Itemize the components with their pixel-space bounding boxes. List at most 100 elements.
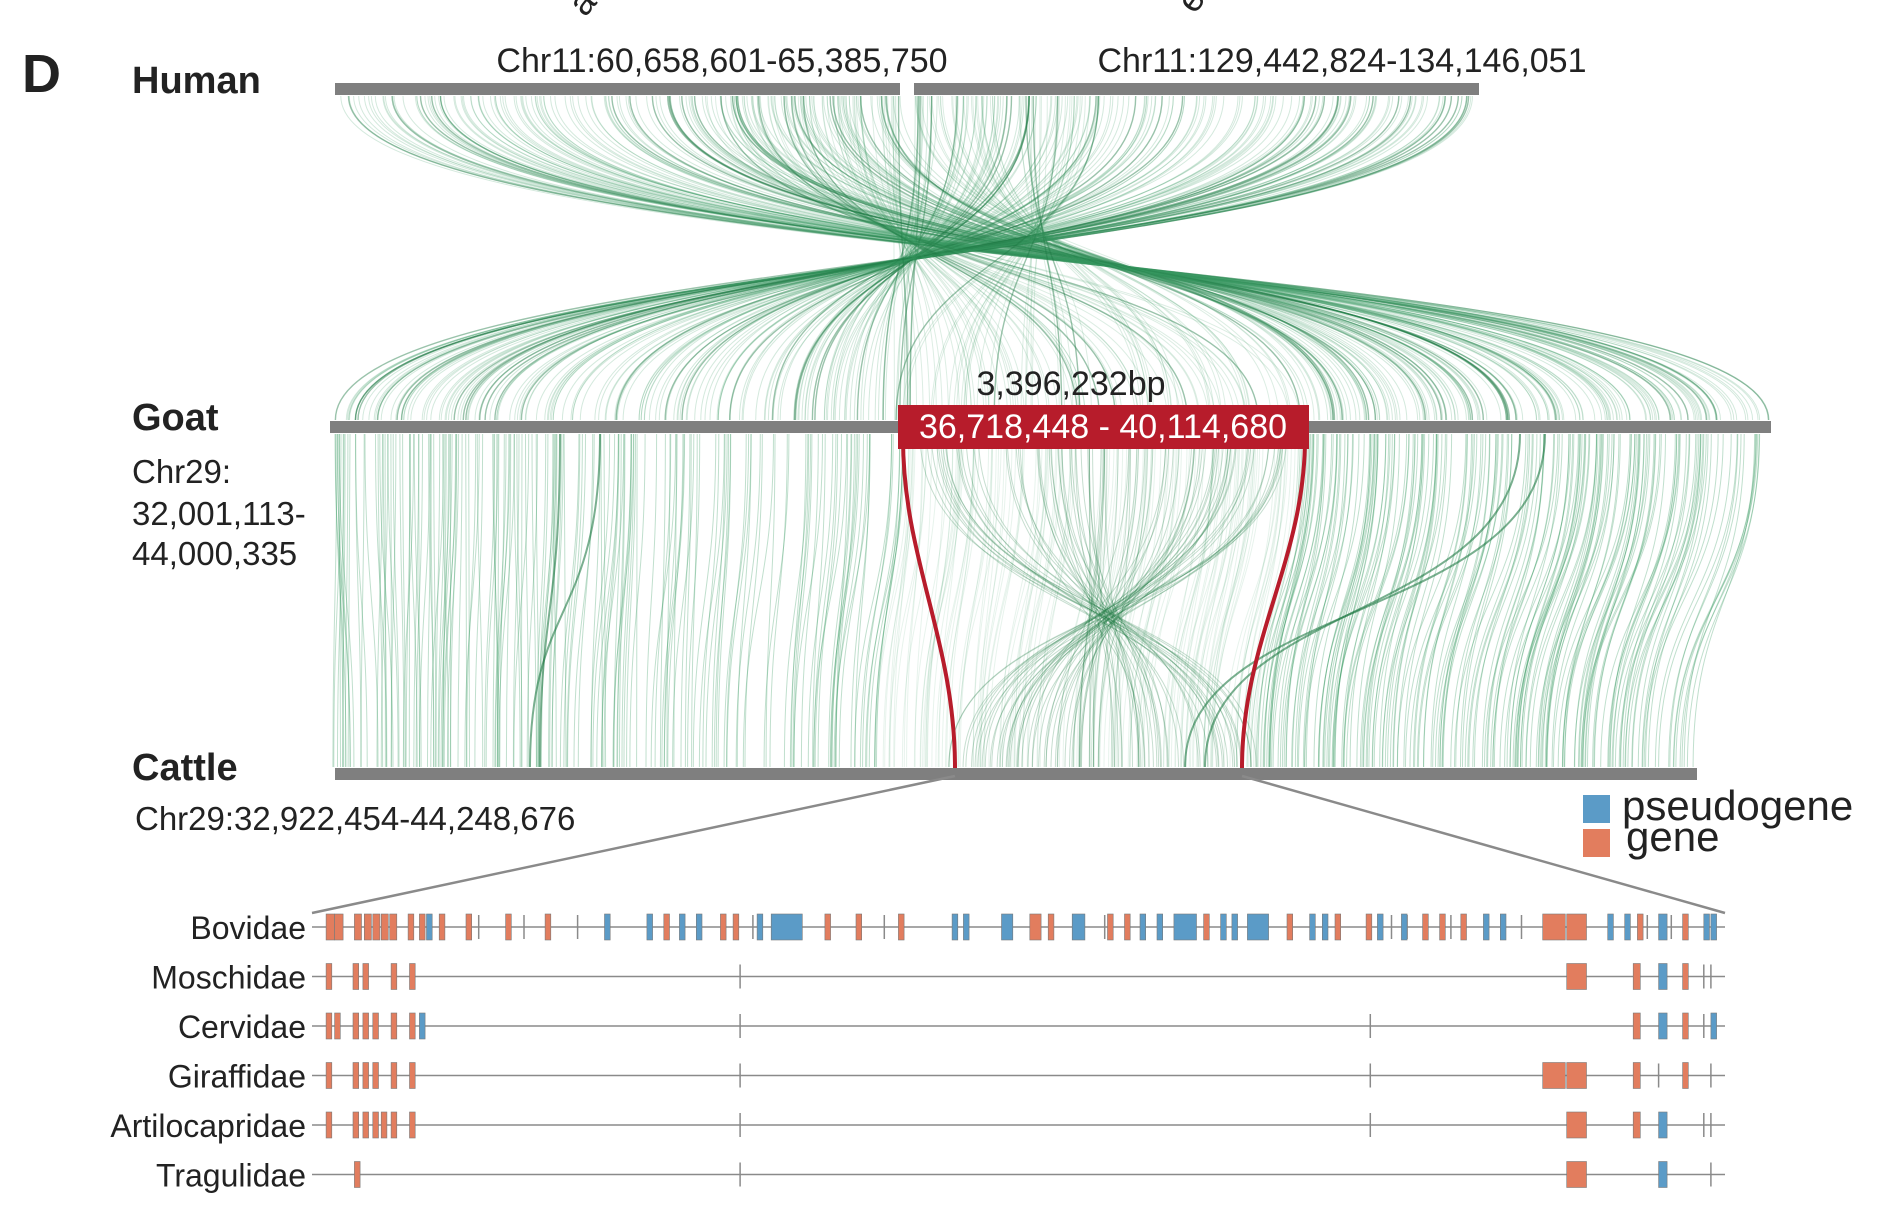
synteny-ribbon bbox=[1317, 433, 1375, 768]
synteny-ribbon bbox=[895, 95, 929, 421]
synteny-ribbon bbox=[1672, 433, 1757, 768]
synteny-ribbon bbox=[1396, 433, 1467, 768]
synteny-ribbon bbox=[1512, 433, 1586, 768]
synteny-ribbon bbox=[715, 433, 729, 768]
synteny-ribbon bbox=[725, 95, 1444, 421]
synteny-ribbon bbox=[1612, 433, 1678, 768]
synteny-ribbon bbox=[884, 95, 924, 421]
synteny-ribbon bbox=[844, 95, 1365, 421]
synteny-ribbon bbox=[616, 433, 632, 768]
inverted-ribbon bbox=[974, 433, 1252, 768]
human-track-segment-2 bbox=[914, 83, 1479, 95]
pseudogene-block bbox=[1173, 913, 1197, 941]
pseudogene-block bbox=[1156, 913, 1163, 941]
synteny-ribbon bbox=[665, 95, 1153, 421]
synteny-ribbon bbox=[1025, 95, 1081, 421]
synteny-ribbon bbox=[871, 95, 960, 421]
synteny-ribbon bbox=[878, 95, 932, 421]
synteny-ribbon bbox=[750, 95, 1430, 421]
synteny-ribbon bbox=[704, 95, 1112, 421]
synteny-ribbon bbox=[1643, 433, 1724, 768]
inverted-ribbon bbox=[1027, 433, 1207, 768]
synteny-ribbon bbox=[1455, 433, 1508, 768]
synteny-ribbon bbox=[526, 433, 538, 768]
synteny-ribbon bbox=[925, 433, 945, 768]
synteny-ribbon bbox=[377, 95, 1425, 421]
synteny-ribbon bbox=[1474, 433, 1531, 768]
synteny-ribbon bbox=[1525, 433, 1587, 768]
inverted-ribbon bbox=[971, 433, 1249, 768]
synteny-ribbon bbox=[970, 95, 1173, 421]
synteny-ribbon bbox=[1574, 433, 1637, 768]
pseudogene-block bbox=[1607, 913, 1614, 941]
synteny-ribbon bbox=[850, 433, 871, 768]
inverted-ribbon bbox=[1006, 433, 1250, 768]
synteny-ribbon bbox=[862, 95, 968, 421]
synteny-ribbon bbox=[720, 95, 1448, 421]
inverted-ribbon bbox=[948, 433, 1284, 768]
synteny-ribbon bbox=[1179, 433, 1213, 768]
inverted-ribbon bbox=[1001, 433, 1215, 768]
pseudogene-block bbox=[1624, 913, 1631, 941]
synteny-ribbon bbox=[1142, 433, 1197, 768]
synteny-ribbon bbox=[667, 95, 1509, 421]
synteny-ribbon bbox=[601, 433, 619, 768]
synteny-ribbon bbox=[842, 95, 1361, 421]
gene-block bbox=[334, 913, 344, 941]
synteny-ribbon bbox=[400, 95, 1400, 421]
synteny-ribbon bbox=[687, 433, 701, 768]
synteny-ribbon bbox=[1481, 433, 1541, 768]
synteny-ribbon bbox=[354, 95, 1470, 421]
synteny-ribbon bbox=[661, 433, 685, 768]
synteny-ribbon bbox=[768, 95, 1151, 421]
synteny-ribbon bbox=[868, 95, 959, 421]
synteny-ribbon bbox=[383, 95, 1749, 421]
synteny-ribbon bbox=[544, 95, 1267, 421]
synteny-ribbon bbox=[741, 95, 1419, 421]
gene-block bbox=[325, 1012, 333, 1040]
pseudogene-block bbox=[646, 913, 653, 941]
synteny-ribbon bbox=[1540, 433, 1604, 768]
synteny-ribbon bbox=[614, 95, 1197, 421]
synteny-ribbon bbox=[842, 95, 1368, 421]
synteny-ribbon bbox=[960, 95, 1066, 421]
synteny-ribbon bbox=[1129, 433, 1178, 768]
inverted-ribbon bbox=[1058, 433, 1146, 768]
synteny-ribbon bbox=[1614, 433, 1697, 768]
synteny-ribbon bbox=[355, 433, 368, 768]
synteny-ribbon bbox=[801, 95, 1000, 421]
synteny-ribbon bbox=[735, 95, 1426, 421]
synteny-ribbon bbox=[419, 95, 1718, 421]
synteny-ribbon bbox=[370, 95, 1721, 421]
cattle-label: Cattle bbox=[132, 747, 238, 789]
synteny-ribbon bbox=[988, 433, 1024, 768]
synteny-ribbon bbox=[659, 433, 666, 768]
synteny-ribbon bbox=[520, 95, 1306, 421]
synteny-ribbon bbox=[1423, 433, 1474, 768]
synteny-ribbon bbox=[793, 433, 823, 768]
synteny-ribbon bbox=[892, 95, 1320, 421]
synteny-ribbon bbox=[1302, 433, 1349, 768]
goat-coord-line-1: Chr29: bbox=[132, 453, 231, 490]
synteny-ribbon bbox=[1127, 433, 1162, 768]
pseudogene-block bbox=[1703, 913, 1710, 941]
family-label: Bovidae bbox=[190, 910, 306, 946]
synteny-ribbon bbox=[835, 433, 849, 768]
synteny-ribbon bbox=[490, 95, 1631, 421]
gene-block bbox=[409, 1111, 416, 1139]
synteny-ribbon bbox=[1435, 433, 1499, 768]
synteny-ribbon bbox=[802, 95, 1086, 421]
synteny-ribbon bbox=[1193, 433, 1237, 768]
synteny-ribbon bbox=[664, 95, 1163, 421]
synteny-ribbon bbox=[410, 95, 1409, 421]
gene-block bbox=[663, 913, 670, 941]
synteny-ribbon bbox=[1486, 433, 1545, 768]
synteny-ribbon bbox=[627, 95, 1517, 421]
synteny-ribbon bbox=[838, 95, 988, 421]
synteny-ribbon bbox=[514, 95, 1284, 421]
synteny-ribbon bbox=[337, 433, 345, 768]
gene-block bbox=[1566, 1111, 1587, 1139]
gene-block bbox=[824, 913, 831, 941]
synteny-ribbon bbox=[834, 95, 999, 421]
synteny-ribbon bbox=[485, 433, 499, 768]
